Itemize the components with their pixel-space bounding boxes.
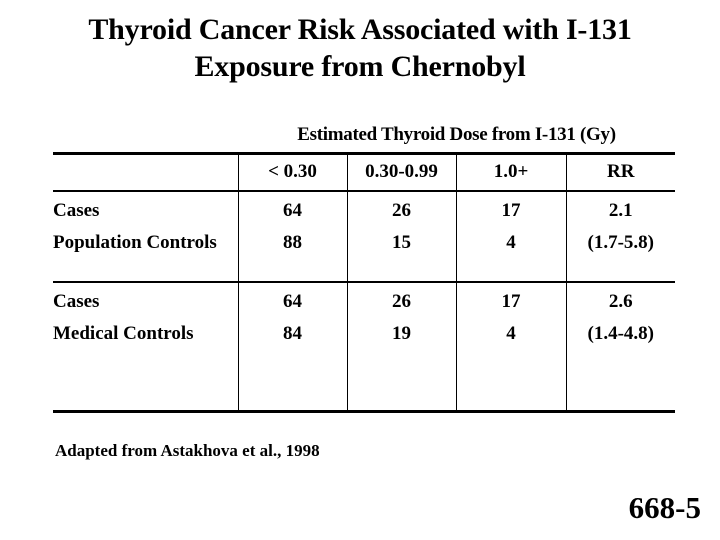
table-column-group-header: Estimated Thyroid Dose from I-131 (Gy) (297, 124, 616, 145)
table-cell: 26 15 (346, 190, 456, 282)
cell-value: 84 (283, 322, 302, 344)
cell-value: 17 (501, 290, 521, 312)
slide-title: Thyroid Cancer Risk Associated with I-13… (0, 11, 720, 85)
cell-value-rr: 2.6 (608, 290, 633, 312)
row-label-cases: Cases (53, 199, 100, 221)
cell-value-rr-ci: (1.7-5.8) (587, 231, 654, 253)
row-labels-population-group: Cases Population Controls (53, 191, 238, 282)
table-row-medical-group: Cases Medical Controls 64 84 26 19 17 4 … (53, 281, 675, 412)
table-cell: 2.1 (1.7-5.8) (565, 190, 675, 282)
table-header-row: < 0.30 0.30-0.99 1.0+ RR (53, 153, 675, 191)
cell-value: 64 (283, 199, 302, 221)
cell-value: 4 (506, 322, 516, 344)
cell-value: 64 (283, 290, 302, 312)
table-cell: 64 84 (237, 281, 347, 412)
table-cell: 2.6 (1.4-4.8) (565, 281, 675, 412)
cell-value: 26 (392, 290, 411, 312)
col-header-lt-0-30: < 0.30 (237, 153, 347, 191)
title-line-2: Exposure from Chernobyl (194, 50, 526, 83)
row-label-population-controls: Population Controls (53, 231, 217, 253)
slide-number: 668-5 (628, 490, 701, 525)
row-labels-medical-group: Cases Medical Controls (53, 282, 238, 412)
cell-value: 19 (392, 322, 411, 344)
table-cell: 17 4 (455, 190, 566, 282)
col-header-1-0-plus: 1.0+ (455, 153, 566, 191)
cell-value-rr: 2.1 (608, 199, 633, 221)
cell-value: 4 (506, 231, 516, 253)
cell-value: 88 (283, 231, 302, 253)
dose-table: < 0.30 0.30-0.99 1.0+ RR Cases Populatio… (53, 152, 675, 413)
col-header-rr: RR (565, 153, 675, 191)
col-header-0-30-0-99: 0.30-0.99 (346, 153, 456, 191)
row-label-cases: Cases (53, 290, 100, 312)
cell-value: 17 (501, 199, 521, 221)
table-cell: 26 19 (346, 281, 456, 412)
table-cell: 64 88 (237, 190, 347, 282)
title-line-1: Thyroid Cancer Risk Associated with I-13… (88, 13, 632, 46)
cell-value: 26 (392, 199, 411, 221)
cell-value-rr-ci: (1.4-4.8) (587, 322, 654, 344)
row-label-medical-controls: Medical Controls (53, 322, 194, 344)
source-note: Adapted from Astakhova et al., 1998 (55, 441, 320, 460)
col-header-blank (53, 154, 238, 191)
table-cell: 17 4 (455, 281, 566, 412)
cell-value: 15 (392, 231, 411, 253)
table-row-population-group: Cases Population Controls 64 88 26 15 17… (53, 190, 675, 282)
